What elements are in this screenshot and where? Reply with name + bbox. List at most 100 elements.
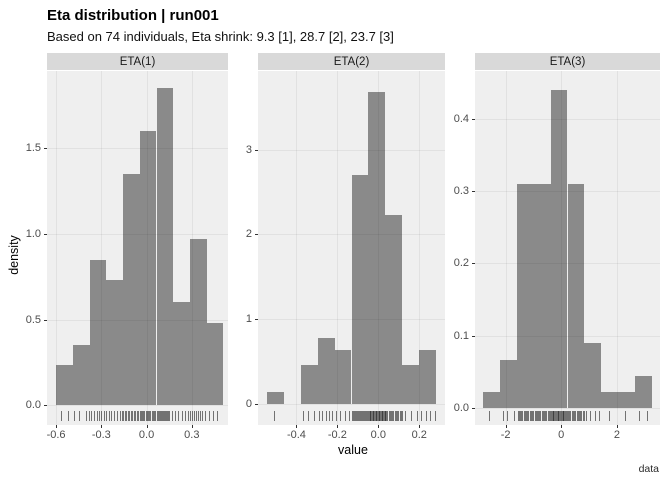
rug-mark (371, 411, 373, 421)
x-tick-label: 2 (613, 429, 620, 441)
histogram-bar (266, 391, 284, 404)
y-tick-label: 3 (245, 143, 252, 156)
rug-mark (551, 411, 553, 421)
rug-mark (374, 411, 376, 421)
rug-mark (580, 411, 582, 421)
horizontal-gridline (475, 335, 660, 337)
rug-mark (159, 411, 161, 421)
horizontal-gridline (47, 233, 228, 235)
x-tick-label: 0.0 (138, 429, 155, 441)
rug-mark (383, 411, 385, 421)
rug-mark (307, 411, 309, 421)
y-tick-label: 0.4 (453, 112, 469, 125)
vertical-gridline (378, 71, 380, 425)
rug-mark (416, 411, 418, 421)
rug-mark (383, 411, 385, 421)
horizontal-gridline (47, 319, 228, 321)
rug-mark (371, 411, 373, 421)
rug-mark (318, 411, 320, 421)
horizontal-gridline (475, 408, 660, 410)
histogram-bar (368, 92, 386, 404)
rug-mark (368, 411, 370, 421)
vertical-gridline (419, 71, 421, 425)
rug-mark (85, 411, 87, 421)
rug-mark (199, 411, 201, 421)
rug-mark (364, 411, 366, 421)
y-tick-mark (472, 118, 475, 120)
horizontal-gridline (47, 405, 228, 407)
rug-mark (124, 411, 126, 421)
rug-mark (521, 411, 523, 421)
x-axis-title: value (338, 443, 368, 457)
rug-mark (143, 411, 145, 421)
y-tick-label: 0.0 (453, 402, 469, 415)
rug-mark (527, 411, 529, 421)
rug-mark (553, 411, 555, 421)
rug-mark (530, 411, 532, 421)
rug-mark (568, 411, 570, 421)
y-tick-label: 1.5 (25, 142, 41, 155)
rug-mark (576, 411, 578, 421)
y-tick-mark (472, 408, 475, 410)
rug-mark (166, 411, 167, 421)
rug-mark (185, 411, 186, 421)
rug-mark (563, 411, 565, 421)
horizontal-gridline (258, 149, 445, 151)
rug-mark (136, 411, 138, 421)
rug-mark (355, 411, 357, 421)
facet-panel-eta3 (475, 71, 660, 425)
rug-mark (528, 411, 530, 421)
rug-mark (566, 411, 568, 421)
rug-mark (594, 411, 596, 421)
x-tick-mark (505, 425, 507, 428)
x-tick-label: 0.3 (184, 429, 200, 441)
rug-mark (546, 411, 548, 421)
rug-mark (349, 411, 351, 421)
rug-mark (535, 411, 537, 421)
rug-mark (561, 411, 563, 421)
x-tick-mark (378, 425, 380, 428)
histogram-bar (634, 375, 652, 409)
histogram-bar (317, 337, 335, 404)
vertical-gridline (505, 71, 507, 425)
rug-mark (213, 411, 215, 421)
rug-mark (434, 411, 436, 421)
x-tick-mark (146, 425, 148, 428)
rug-mark (340, 411, 342, 421)
histogram-bar (156, 88, 174, 406)
rug-mark (197, 411, 199, 421)
rug-mark (372, 411, 374, 421)
y-tick-label: 0 (245, 397, 252, 410)
rug-mark (96, 411, 98, 421)
rug-mark (387, 411, 389, 421)
histogram-bar (584, 342, 602, 409)
rug-mark (543, 411, 545, 421)
rug-mark (273, 411, 275, 421)
rug-mark (157, 411, 159, 421)
rug-mark (583, 411, 585, 421)
x-tick-label: -0.3 (91, 429, 111, 441)
rug-mark (114, 411, 116, 421)
rug-mark (389, 411, 391, 421)
y-tick-mark (255, 319, 258, 321)
x-tick-mark (419, 425, 421, 428)
rug-mark (554, 411, 556, 421)
x-tick-label: 0.2 (411, 429, 427, 441)
rug-mark (357, 411, 359, 421)
rug-mark (374, 411, 376, 421)
histogram-bar (419, 350, 437, 404)
rug-mark (145, 411, 147, 421)
rug-mark (395, 411, 397, 421)
facet-strip-label-eta1: ETA(1) (119, 55, 156, 68)
rug-mark (522, 411, 524, 421)
rug-mark (386, 411, 388, 421)
rug-mark (132, 411, 134, 421)
rug-mark (103, 411, 105, 421)
rug-mark (402, 411, 404, 421)
rug-mark (569, 411, 571, 421)
x-tick-label: -2 (500, 429, 511, 441)
rug-mark (121, 411, 123, 421)
rug-mark (586, 411, 588, 421)
rug-mark (106, 411, 108, 421)
